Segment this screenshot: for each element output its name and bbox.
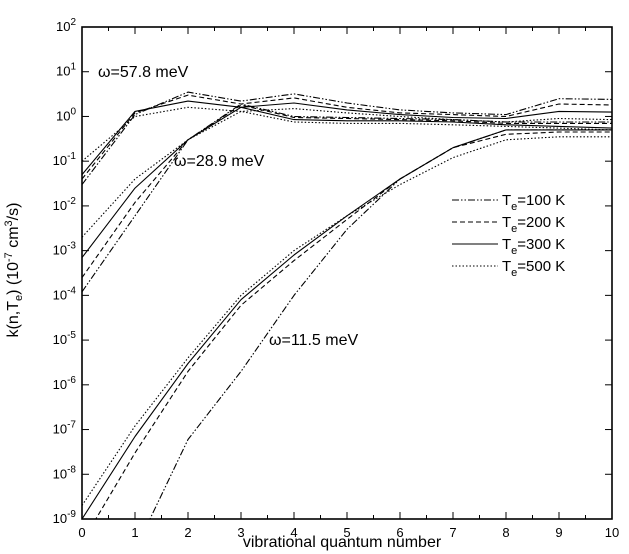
series-line-group0-T300	[82, 100, 612, 175]
series-line-group1-T200	[82, 104, 612, 278]
y-tick-label: 10-8	[53, 464, 77, 481]
y-tick-label: 100	[56, 106, 76, 123]
x-tick-label: 8	[502, 525, 509, 540]
y-axis-title: k(n,Te) (10-7 cm3/s)	[3, 203, 25, 338]
y-tick-label: 10-4	[53, 285, 77, 302]
legend-label-T100: Te=100 K	[502, 192, 565, 213]
y-tick-label: 102	[56, 17, 76, 34]
series-line-group1-T100	[82, 103, 612, 293]
y-tick-label: 10-3	[53, 241, 77, 258]
series-line-group0-T500	[82, 106, 612, 162]
legend-label-T500: Te=500 K	[502, 258, 565, 279]
x-tick-label: 4	[290, 525, 297, 540]
x-tick-label: 5	[343, 525, 350, 540]
x-tick-label: 1	[131, 525, 138, 540]
x-tick-label: 9	[555, 525, 562, 540]
axis-ticks	[81, 26, 613, 520]
series-line-group2-T300	[82, 129, 612, 519]
series-line-group0-T100	[82, 91, 612, 185]
y-tick-label: 10-5	[53, 330, 77, 347]
x-tick-label: 7	[449, 525, 456, 540]
series-line-group2-T200	[95, 131, 612, 519]
curves	[82, 91, 612, 519]
x-tick-label: 6	[396, 525, 403, 540]
annotation-omega-28-9: ω=28.9 meV	[174, 153, 265, 170]
y-tick-label: 10-1	[53, 151, 77, 168]
series-line-group1-T500	[82, 110, 612, 238]
x-tick-label: 3	[237, 525, 244, 540]
annotation-omega-11-5: ω=11.5 meV	[269, 332, 358, 349]
legend-label-T300: Te=300 K	[502, 236, 565, 257]
y-tick-labels: 102 101 100 10-1 10-2 10-3 10-4 10-5 10-6 10-7 10-…	[53, 17, 77, 526]
y-tick-label: 10-6	[53, 375, 77, 392]
y-tick-label: 10-2	[53, 196, 77, 213]
x-tick-label: 10	[605, 525, 619, 540]
legend-label-T200: Te=200 K	[502, 214, 565, 235]
series-line-group0-T200	[82, 94, 612, 180]
x-axis-title: vibrational quantum number	[243, 534, 442, 551]
series-line-group1-T300	[82, 106, 612, 258]
annotation-omega-57-8: ω=57.8 meV	[98, 64, 189, 81]
y-tick-label: 101	[56, 62, 76, 79]
x-tick-label: 2	[184, 525, 191, 540]
y-tick-label: 10-7	[53, 420, 77, 437]
x-tick-labels: 0 1 2 3 4 5 6 7 8 9 10	[78, 525, 619, 540]
y-tick-label: 10-9	[53, 509, 77, 526]
legend: Te=100 KTe=200 KTe=300 KTe=500 K	[452, 192, 565, 279]
x-tick-label: 0	[78, 525, 85, 540]
series-line-group2-T500	[82, 136, 612, 506]
